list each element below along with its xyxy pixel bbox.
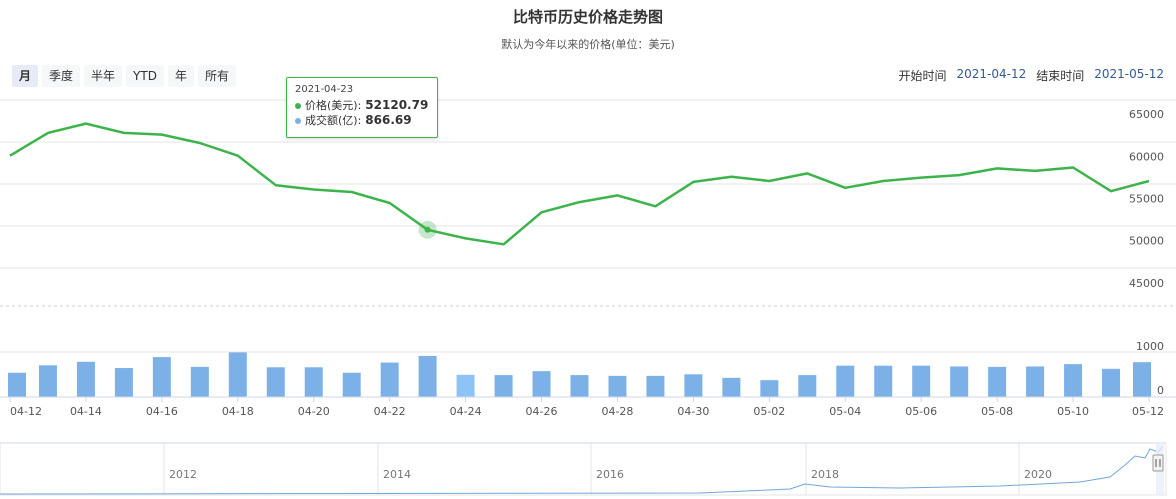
tooltip-volume-row: 成交额(亿): 866.69 [295, 113, 429, 128]
range-selector: 月 季度 半年 YTD 年 所有 [12, 65, 236, 87]
x-axis-tick-label: 05-12 [1132, 405, 1164, 418]
range-month-button[interactable]: 月 [12, 65, 39, 87]
x-axis-tick-label: 04-16 [146, 405, 178, 418]
navigator-year-label: 2014 [383, 468, 411, 481]
range-all-button[interactable]: 所有 [197, 65, 236, 87]
volume-bar [722, 377, 741, 397]
tooltip: 2021-04-23 价格(美元): 52120.79 成交额(亿): 866.… [286, 77, 438, 138]
tooltip-price-row: 价格(美元): 52120.79 [295, 98, 429, 113]
tooltip-date: 2021-04-23 [295, 84, 354, 95]
volume-axis-tick-label: 1000 [1136, 340, 1164, 353]
tooltip-price-label: 价格(美元): [305, 99, 362, 112]
end-date-input[interactable]: 2021-05-12 [1094, 67, 1164, 81]
volume-bar [532, 371, 551, 397]
volume-bar [874, 365, 893, 397]
tooltip-volume-label: 成交额(亿): [305, 114, 362, 127]
volume-dot-icon [295, 117, 301, 124]
volume-bars [8, 352, 1151, 397]
x-axis-tick-label: 05-04 [829, 405, 861, 418]
navigator-year-label: 2020 [1024, 468, 1052, 481]
navigator[interactable]: 2012 2014 2016 2018 2020 [0, 442, 1167, 496]
navigator-year-label: 2018 [811, 468, 839, 481]
price-point [424, 226, 431, 233]
volume-bar [266, 367, 285, 397]
volume-bar [570, 375, 589, 397]
volume-bar [608, 375, 627, 397]
volume-bar [1026, 366, 1045, 397]
start-date-label: 开始时间 [898, 69, 947, 83]
volume-bar [1102, 368, 1121, 397]
date-range: 开始时间 2021-04-12 结束时间 2021-05-12 [898, 67, 1164, 84]
volume-bar [912, 365, 931, 397]
price-axis-tick-label: 50000 [1129, 235, 1164, 248]
volume-bar [950, 366, 969, 397]
end-date-label: 结束时间 [1036, 69, 1085, 83]
price-axis-tick-label: 45000 [1129, 277, 1164, 290]
volume-bar [1133, 362, 1151, 397]
price-axis-tick-label: 55000 [1129, 193, 1164, 206]
price-axis-tick-label: 65000 [1129, 108, 1164, 121]
navigator-year-label: 2016 [596, 468, 624, 481]
tooltip-volume-value: 866.69 [365, 113, 412, 127]
volume-bar [646, 375, 665, 397]
volume-bar [76, 361, 95, 397]
x-axis-tick-label: 04-24 [450, 405, 482, 418]
volume-bar [494, 375, 513, 397]
x-axis-tick-label: 04-26 [526, 405, 558, 418]
x-axis-tick-label: 04-14 [70, 405, 102, 418]
volume-bar [798, 375, 817, 397]
volume-bar [8, 372, 26, 397]
x-axis-tick-label: 04-22 [374, 405, 406, 418]
x-axis-tick-label: 05-02 [753, 405, 785, 418]
chart-title: 比特币历史价格走势图 [512, 8, 663, 26]
navigator-handle [1152, 454, 1164, 472]
navigator-series-line [0, 445, 1164, 495]
grid-lines [0, 99, 1176, 353]
chart-subtitle: 默认为今年以来的价格(单位：美元) [501, 38, 675, 51]
volume-bar [38, 365, 57, 397]
x-axis-tick-label: 04-20 [298, 405, 330, 418]
range-halfyear-button[interactable]: 半年 [84, 65, 123, 87]
x-axis-tick-label: 04-30 [677, 405, 709, 418]
volume-bar [760, 380, 779, 397]
price-axis-tick-label: 60000 [1129, 150, 1164, 163]
x-axis-tick-label: 05-06 [905, 405, 937, 418]
range-year-button[interactable]: 年 [167, 65, 194, 87]
price-line [9, 122, 1150, 246]
x-axis-tick-label: 04-18 [222, 405, 254, 418]
x-axis-tick-label: 04-28 [601, 405, 633, 418]
range-ytd-button[interactable]: YTD [126, 65, 164, 87]
x-axis-tick-label: 05-08 [981, 405, 1013, 418]
volume-bar [152, 357, 171, 397]
volume-bar [380, 362, 399, 397]
volume-bar [190, 366, 209, 397]
x-axis-tick-label: 05-10 [1057, 405, 1089, 418]
price-line-group [9, 122, 1150, 246]
volume-bar [988, 366, 1007, 397]
volume-bar [114, 368, 133, 397]
volume-axis-tick-label: 0 [1157, 384, 1164, 397]
volume-bar [342, 372, 361, 397]
tooltip-price-value: 52120.79 [365, 98, 429, 112]
volume-bar [304, 367, 323, 397]
volume-bar [836, 365, 855, 397]
volume-bar [456, 374, 475, 397]
price-dot-icon [295, 102, 301, 109]
volume-bar [1064, 364, 1083, 397]
start-date-input[interactable]: 2021-04-12 [956, 67, 1027, 81]
volume-bar [684, 374, 703, 397]
x-axis-tick-label: 04-12 [10, 405, 42, 418]
volume-bar [418, 355, 437, 397]
axes: 45000 50000 55000 60000 65000 0 1000 04-12 04-14… [0, 108, 1176, 418]
range-quarter-button[interactable]: 季度 [42, 65, 81, 87]
navigator-year-label: 2012 [169, 468, 197, 481]
volume-bar [228, 352, 247, 397]
